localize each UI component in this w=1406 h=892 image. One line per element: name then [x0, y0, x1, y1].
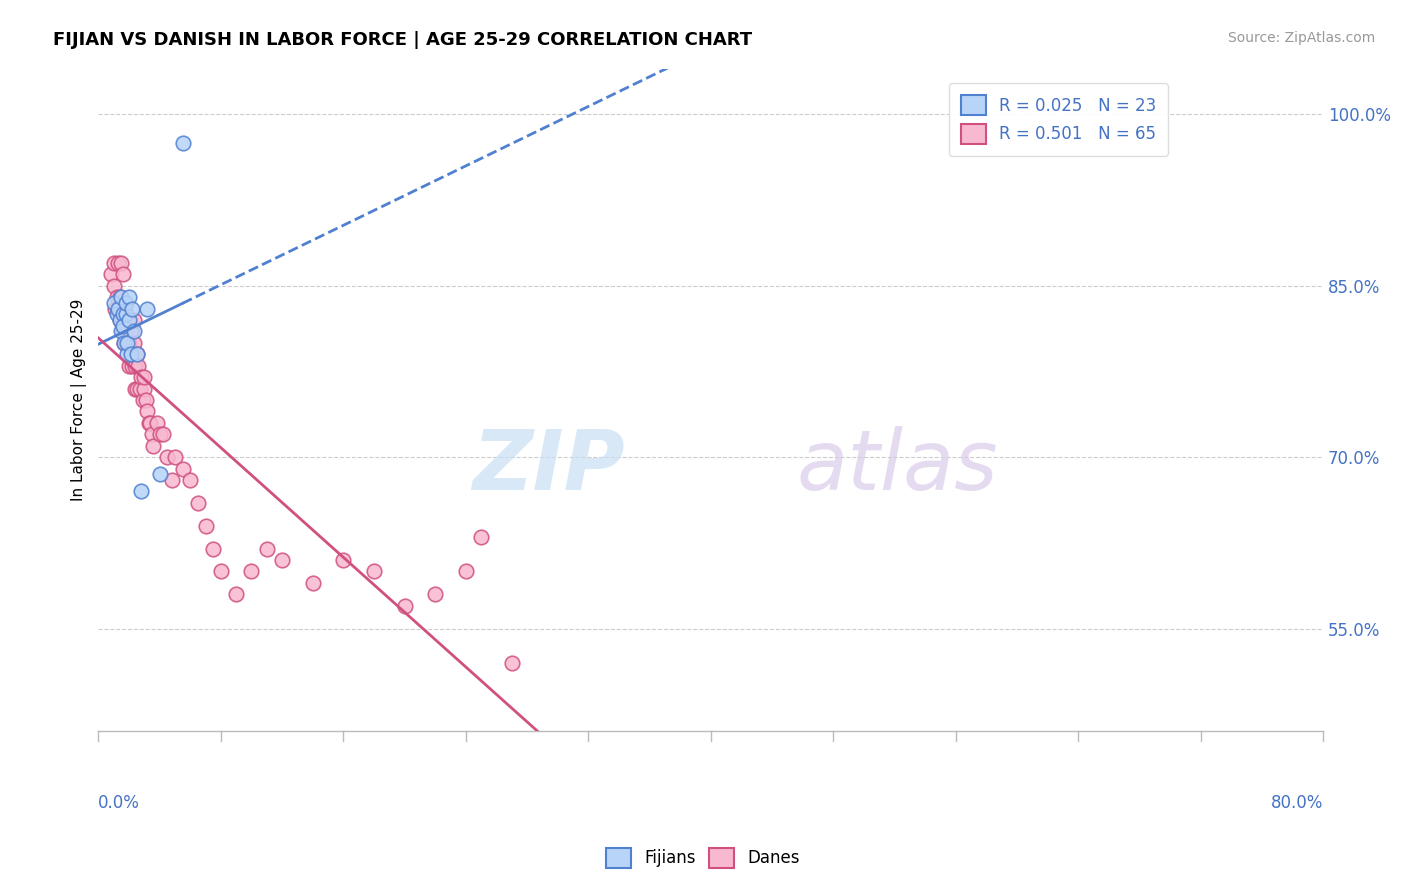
Point [132, 392, 155, 407]
Point [501, 656, 523, 670]
Point [112, 301, 135, 316]
Point [172, 461, 194, 475]
Point [110, 325, 132, 339]
Point [103, 278, 125, 293]
Text: 0.0%: 0.0% [98, 794, 141, 813]
Point [138, 416, 160, 430]
Point [136, 404, 159, 418]
Y-axis label: In Labor Force | Age 25-29: In Labor Force | Age 25-29 [72, 299, 87, 501]
Point [160, 473, 183, 487]
Point [163, 450, 186, 464]
Point [115, 295, 138, 310]
Point [117, 347, 139, 361]
Point [120, 347, 142, 361]
Point [111, 267, 134, 281]
Point [104, 301, 127, 316]
Point [149, 467, 172, 482]
Point [125, 347, 148, 361]
Point [202, 541, 225, 556]
Point [122, 325, 145, 339]
Point [129, 484, 152, 499]
Point [271, 553, 294, 567]
Point [118, 359, 141, 373]
Point [454, 565, 477, 579]
Point [332, 553, 354, 567]
Text: ZIP: ZIP [472, 425, 626, 507]
Point [122, 335, 145, 350]
Point [112, 335, 135, 350]
Point [172, 136, 194, 150]
Point [112, 335, 135, 350]
Point [129, 370, 152, 384]
Point [107, 301, 129, 316]
Point [105, 307, 128, 321]
Text: FIJIAN VS DANISH IN LABOR FORCE | AGE 25-29 CORRELATION CHART: FIJIAN VS DANISH IN LABOR FORCE | AGE 25… [53, 31, 752, 49]
Point [134, 382, 156, 396]
Point [121, 359, 143, 373]
Point [134, 370, 156, 384]
Point [145, 416, 167, 430]
Point [209, 565, 232, 579]
Point [118, 335, 141, 350]
Point [111, 307, 134, 321]
Point [141, 427, 163, 442]
Point [125, 382, 148, 396]
Point [108, 313, 131, 327]
Point [256, 541, 278, 556]
Point [225, 587, 247, 601]
Point [117, 313, 139, 327]
Point [107, 301, 129, 316]
Point [152, 427, 174, 442]
Point [122, 313, 145, 327]
Point [149, 427, 172, 442]
Text: Source: ZipAtlas.com: Source: ZipAtlas.com [1227, 31, 1375, 45]
Point [103, 256, 125, 270]
Point [115, 325, 138, 339]
Point [470, 530, 492, 544]
Point [194, 518, 217, 533]
Legend: R = 0.025   N = 23, R = 0.501   N = 65: R = 0.025 N = 23, R = 0.501 N = 65 [949, 84, 1168, 156]
Point [142, 439, 165, 453]
Point [115, 335, 138, 350]
Point [115, 307, 138, 321]
Point [187, 496, 209, 510]
Point [363, 565, 385, 579]
Point [111, 325, 134, 339]
Point [139, 416, 162, 430]
Point [394, 599, 416, 613]
Legend: Fijians, Danes: Fijians, Danes [599, 841, 807, 875]
Point [124, 359, 146, 373]
Point [127, 359, 149, 373]
Text: 80.0%: 80.0% [1271, 794, 1323, 813]
Point [118, 290, 141, 304]
Point [110, 256, 132, 270]
Point [425, 587, 447, 601]
Point [107, 256, 129, 270]
Point [136, 301, 159, 316]
Point [108, 290, 131, 304]
Point [124, 382, 146, 396]
Point [117, 335, 139, 350]
Point [179, 473, 201, 487]
Point [240, 565, 263, 579]
Point [100, 267, 122, 281]
Point [128, 382, 150, 396]
Point [103, 295, 125, 310]
Point [110, 290, 132, 304]
Point [108, 313, 131, 327]
Point [120, 325, 142, 339]
Point [118, 313, 141, 327]
Point [125, 347, 148, 361]
Point [156, 450, 179, 464]
Point [105, 290, 128, 304]
Text: atlas: atlas [796, 425, 998, 507]
Point [120, 347, 142, 361]
Point [135, 392, 157, 407]
Point [301, 575, 323, 590]
Point [110, 301, 132, 316]
Point [111, 318, 134, 333]
Point [121, 301, 143, 316]
